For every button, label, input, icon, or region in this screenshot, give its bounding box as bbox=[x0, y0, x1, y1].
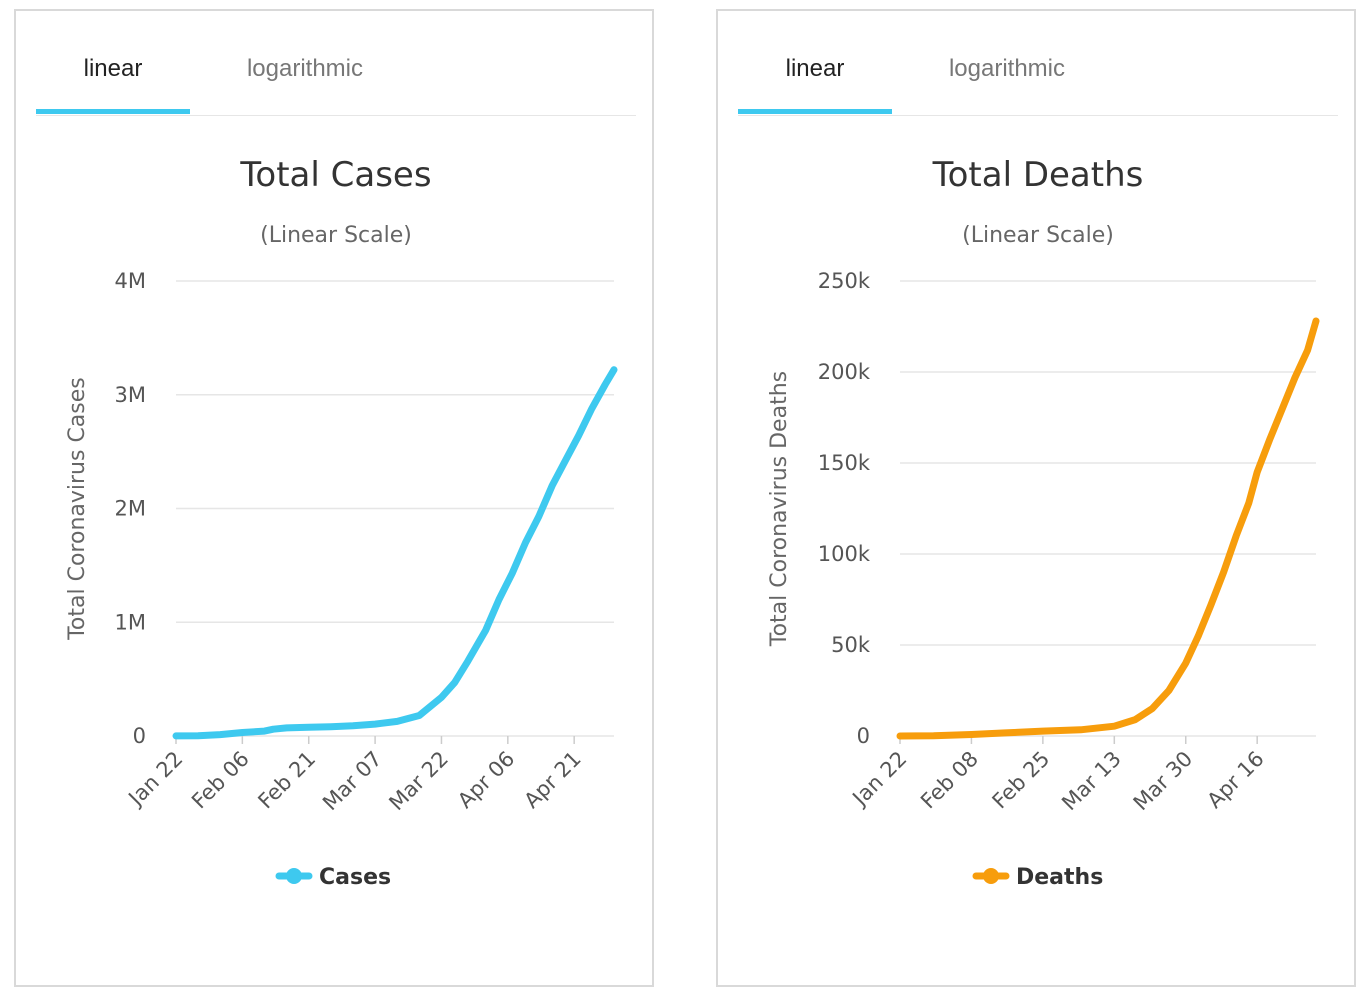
chart-subtitle: (Linear Scale) bbox=[962, 223, 1114, 248]
x-tick-label: Feb 06 bbox=[187, 747, 254, 814]
y-axis-label: Total Coronavirus Cases bbox=[65, 377, 90, 641]
active-tab-indicator bbox=[36, 109, 190, 114]
x-tick-label: Jan 22 bbox=[123, 747, 188, 812]
y-axis-label: Total Coronavirus Deaths bbox=[767, 371, 792, 647]
legend-item[interactable]: Cases bbox=[319, 865, 391, 890]
x-tick-label: Mar 30 bbox=[1129, 747, 1198, 816]
deaths-chart: Total Deaths (Linear Scale) 0 50k 100k 150k 20… bbox=[767, 155, 1320, 890]
legend-marker-dot bbox=[286, 868, 302, 884]
tab-logarithmic[interactable]: logarithmic bbox=[246, 55, 364, 82]
y-tick-label: 0 bbox=[133, 724, 146, 748]
y-tick-label: 1M bbox=[115, 610, 146, 634]
x-tick-label: Feb 25 bbox=[988, 747, 1055, 814]
y-tick-label: 50k bbox=[831, 633, 871, 657]
series-line-deaths bbox=[896, 317, 1320, 740]
y-tick-label: 100k bbox=[818, 542, 871, 566]
cases-chart: Total Cases (Linear Scale) 0 1M 2M 3M 4M Total … bbox=[65, 155, 618, 890]
x-tick-label: Apr 21 bbox=[519, 747, 585, 813]
x-tick-label: Mar 07 bbox=[318, 747, 387, 816]
legend-item[interactable]: Deaths bbox=[1016, 865, 1103, 890]
x-tick-label: Feb 08 bbox=[916, 747, 983, 814]
active-tab-indicator bbox=[738, 109, 892, 114]
series-line-cases bbox=[172, 366, 618, 740]
x-tick-label: Apr 16 bbox=[1202, 747, 1268, 813]
chart-subtitle: (Linear Scale) bbox=[260, 223, 412, 248]
y-tick-label: 250k bbox=[818, 269, 871, 293]
scale-tabs: linear logarithmic bbox=[36, 11, 636, 116]
tab-logarithmic[interactable]: logarithmic bbox=[948, 55, 1066, 82]
chart-title: Total Cases bbox=[239, 155, 431, 195]
x-tick-label: Mar 22 bbox=[384, 747, 453, 816]
x-tick-label: Apr 06 bbox=[453, 747, 519, 813]
y-tick-label: 0 bbox=[857, 724, 870, 748]
x-tick-label: Mar 13 bbox=[1057, 747, 1126, 816]
x-tick-label: Jan 22 bbox=[847, 747, 912, 812]
y-tick-label: 4M bbox=[115, 269, 146, 293]
legend-marker-dot bbox=[983, 868, 999, 884]
y-tick-label: 150k bbox=[818, 451, 871, 475]
deaths-chart-panel: linear logarithmic Total Deaths (Linear S… bbox=[716, 9, 1356, 987]
y-tick-label: 200k bbox=[818, 360, 871, 384]
scale-tabs: linear logarithmic bbox=[738, 11, 1338, 116]
y-tick-label: 2M bbox=[115, 497, 146, 521]
tab-linear[interactable]: linear bbox=[83, 55, 143, 82]
cases-chart-panel: linear logarithmic Total Cases (Linear Sc… bbox=[14, 9, 654, 987]
chart-title: Total Deaths bbox=[932, 155, 1144, 195]
x-tick-label: Feb 21 bbox=[253, 747, 320, 814]
tab-linear[interactable]: linear bbox=[785, 55, 845, 82]
y-tick-label: 3M bbox=[115, 383, 146, 407]
